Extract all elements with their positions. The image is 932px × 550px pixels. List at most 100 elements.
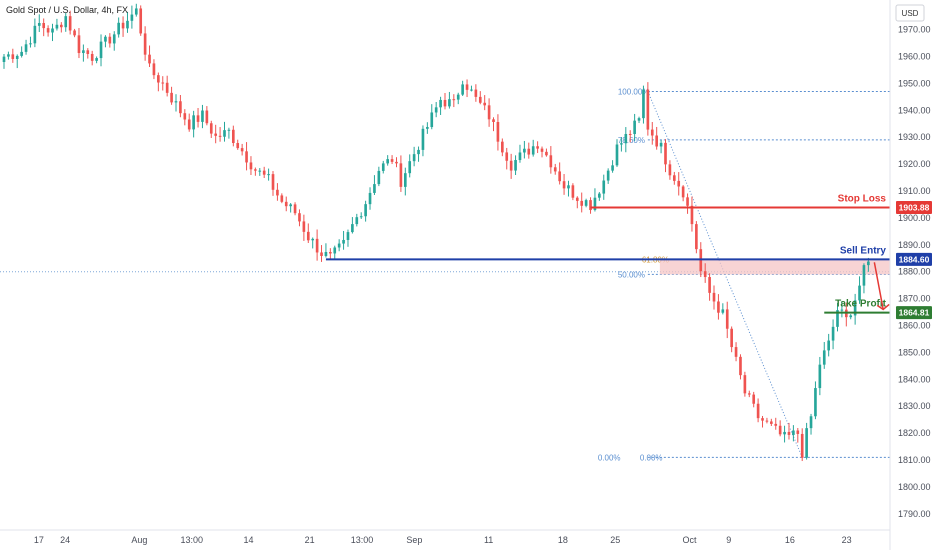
x-tick-label: Sep [406, 535, 422, 545]
candle-body [867, 261, 870, 266]
y-tick-label: 1800.00 [898, 482, 931, 492]
candle-body [121, 22, 125, 29]
candle-body [518, 152, 522, 161]
candle-body [11, 54, 15, 59]
candle-body [33, 25, 37, 44]
candle-body [805, 428, 808, 458]
candle-body [373, 184, 376, 193]
level-price-tag [896, 252, 932, 266]
candle-body [60, 24, 63, 28]
entry-zone [659, 259, 890, 275]
candle-body [329, 251, 332, 254]
candle-body [359, 216, 363, 218]
y-tick-label: 1910.00 [898, 186, 931, 196]
currency-button[interactable]: USD [895, 4, 925, 22]
candle-body [112, 34, 116, 44]
candle-body [139, 8, 143, 34]
candle-body [743, 375, 747, 394]
fib-level-label: 0.00% [598, 453, 621, 462]
candle-body [46, 28, 50, 33]
x-tick-label: Aug [131, 535, 147, 545]
candle-body [809, 416, 813, 429]
candle-body [831, 326, 835, 341]
candle-body [756, 403, 760, 419]
candle-body [152, 63, 156, 76]
level-price-tag [896, 200, 932, 214]
candle-body [593, 197, 597, 211]
candle-body [7, 54, 10, 57]
candle-body [73, 30, 76, 36]
y-tick-label: 1920.00 [898, 159, 931, 169]
candle-body [840, 309, 844, 311]
chart-title: Gold Spot / U.S. Dollar, 4h, FX [6, 5, 128, 15]
candle-body [170, 92, 173, 103]
candle-body [439, 99, 442, 108]
candle-body [298, 213, 301, 222]
candle-body [157, 75, 160, 83]
candle-body [395, 161, 398, 164]
candle-body [165, 82, 169, 93]
candle-body [708, 277, 711, 293]
fib-level-label: 78.60% [618, 136, 645, 145]
candle-body [747, 393, 751, 395]
candle-body [536, 146, 539, 149]
candle-body [148, 54, 151, 64]
candle-body [386, 159, 389, 164]
x-tick-label: 9 [726, 535, 731, 545]
candle-body [320, 252, 323, 256]
level-label: Take Profit [835, 299, 887, 310]
candle-body [249, 162, 253, 170]
candle-body [205, 110, 209, 124]
candle-body [615, 144, 619, 166]
candle-body [192, 115, 195, 130]
candle-body [527, 148, 531, 155]
candle-body [642, 89, 645, 119]
candle-body [223, 130, 226, 137]
y-tick-label: 1820.00 [898, 428, 931, 438]
candle-body [364, 204, 367, 217]
y-tick-label: 1840.00 [898, 374, 931, 384]
candle-body [99, 41, 103, 59]
candle-body [381, 163, 385, 171]
candle-body [452, 99, 456, 101]
level-price-tag-text: 1903.88 [899, 202, 930, 212]
candle-body [280, 195, 284, 202]
candle-body [483, 102, 487, 106]
time-axis[interactable]: 17 24 Aug 13:00 14 21 13:00 Sep 11 18 25 Oct 9 16 23 [0, 529, 890, 545]
candle-body [51, 28, 54, 33]
candle-body [752, 394, 756, 404]
candle-body [214, 133, 218, 136]
candle-body [664, 142, 667, 165]
candle-body [333, 247, 337, 254]
y-tick-label: 1960.00 [898, 51, 931, 61]
candle-body [558, 171, 561, 182]
x-tick-label: 13:00 [180, 535, 203, 545]
candle-body [496, 122, 500, 142]
candle-body [276, 189, 279, 196]
entry-zone-box [659, 259, 890, 275]
candle-body [655, 135, 659, 147]
candle-body [765, 420, 769, 422]
candle-body [42, 23, 46, 29]
candle-body [174, 101, 178, 103]
candle-body [408, 161, 412, 174]
candle-body [2, 56, 6, 63]
candle-body [209, 123, 213, 134]
candle-body [448, 99, 451, 107]
candle-body [29, 43, 32, 45]
candle-body [245, 151, 248, 163]
candle-body [130, 14, 134, 21]
price-axis[interactable]: 1790.00 1800.00 1810.00 1820.00 1830.00 1840.… [889, 0, 931, 550]
candle-body [695, 224, 698, 250]
fib-level-label: 100.00% [618, 87, 650, 96]
x-tick-label: 11 [484, 535, 493, 545]
candle-body [602, 180, 606, 194]
candle-body [24, 44, 28, 52]
candle-body [86, 50, 90, 54]
candle-body [730, 328, 733, 348]
arrow-head [876, 303, 890, 311]
candle-body [412, 154, 416, 162]
candle-body [650, 129, 654, 136]
candle-body [681, 186, 685, 198]
